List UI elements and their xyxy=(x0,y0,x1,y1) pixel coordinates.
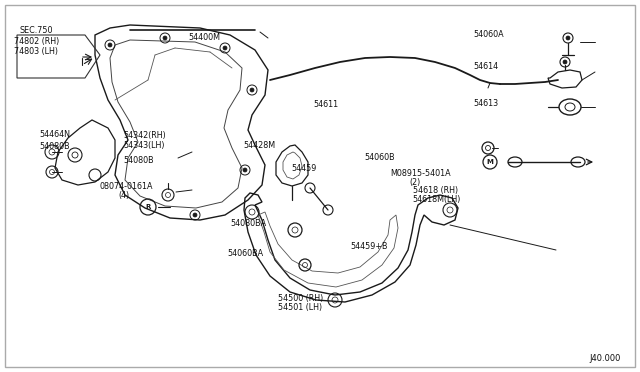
Text: 54060A: 54060A xyxy=(474,30,504,39)
Text: 54613: 54613 xyxy=(474,99,499,108)
Circle shape xyxy=(108,43,112,47)
Text: R: R xyxy=(145,204,150,210)
Text: 54459+B: 54459+B xyxy=(351,242,388,251)
Circle shape xyxy=(566,36,570,40)
Text: 54428M: 54428M xyxy=(243,141,275,150)
Text: SEC.750: SEC.750 xyxy=(19,26,52,35)
Text: 54400M: 54400M xyxy=(189,33,221,42)
Text: 54618M(LH): 54618M(LH) xyxy=(413,195,461,204)
Text: (2): (2) xyxy=(410,178,421,187)
Text: 54080B: 54080B xyxy=(40,142,70,151)
Text: M08915-5401A: M08915-5401A xyxy=(390,169,451,178)
Circle shape xyxy=(243,168,247,172)
Text: 54614: 54614 xyxy=(474,62,499,71)
Text: 54342(RH): 54342(RH) xyxy=(123,131,166,140)
Text: 54500 (RH): 54500 (RH) xyxy=(278,294,324,303)
Text: 54060B: 54060B xyxy=(365,153,396,161)
Text: 54464N: 54464N xyxy=(40,130,70,139)
Text: 54060BA: 54060BA xyxy=(227,249,263,258)
Text: (4): (4) xyxy=(118,191,129,200)
Circle shape xyxy=(563,60,567,64)
Text: J40.000: J40.000 xyxy=(589,354,621,363)
Text: 54618 (RH): 54618 (RH) xyxy=(413,186,458,195)
Circle shape xyxy=(193,213,197,217)
Circle shape xyxy=(223,46,227,50)
Text: 54080B: 54080B xyxy=(123,156,154,165)
Text: 74803 (LH): 74803 (LH) xyxy=(14,46,58,55)
Text: 54501 (LH): 54501 (LH) xyxy=(278,303,323,312)
Text: 54611: 54611 xyxy=(314,100,339,109)
Text: 54080BA: 54080BA xyxy=(230,219,266,228)
Text: M: M xyxy=(486,159,493,165)
Circle shape xyxy=(163,36,167,40)
Text: 74802 (RH): 74802 (RH) xyxy=(14,37,60,46)
Text: 08074-0161A: 08074-0161A xyxy=(99,182,153,191)
Text: 54343(LH): 54343(LH) xyxy=(123,141,164,150)
Text: 54459: 54459 xyxy=(291,164,317,173)
Circle shape xyxy=(250,88,254,92)
